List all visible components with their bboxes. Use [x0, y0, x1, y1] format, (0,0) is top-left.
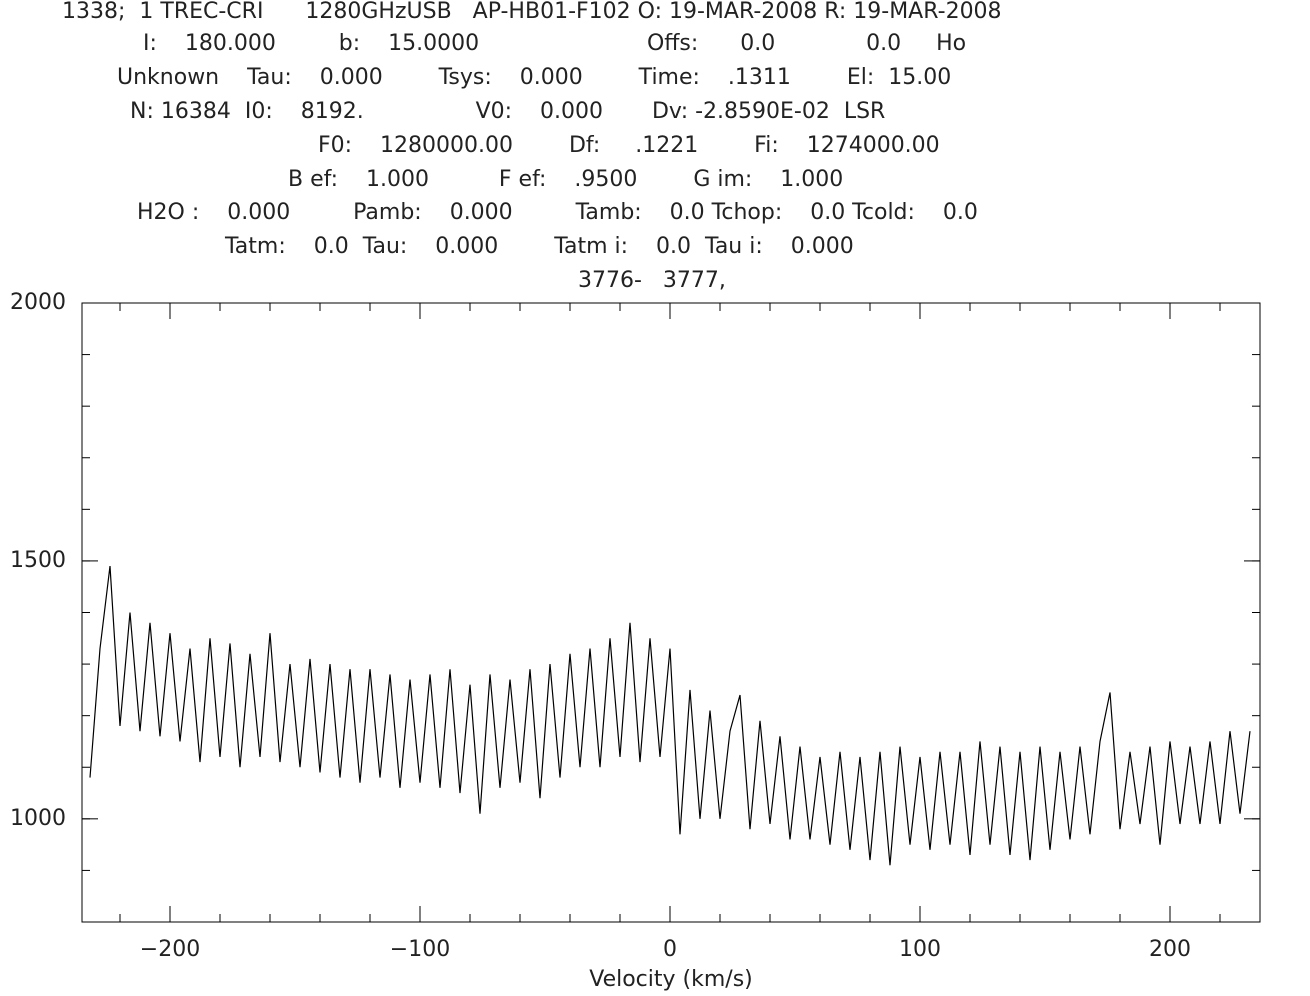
x-tick-label: −100 [390, 937, 450, 962]
header-line: 1338; 1 TREC-CRI 1280GHzUSB AP-HB01-F102… [62, 0, 1002, 24]
y-tick-label: 1000 [10, 806, 66, 831]
x-tick-label: 200 [1149, 937, 1191, 962]
header-line: 3776- 3777, [578, 268, 726, 293]
x-axis-label: Velocity (km/s) [589, 967, 753, 992]
header-line: Unknown Tau: 0.000 Tsys: 0.000 Time: .13… [117, 65, 951, 90]
header-line: B ef: 1.000 F ef: .9500 G im: 1.000 [288, 167, 843, 192]
spectrum-line [89, 566, 1251, 866]
x-tick-label: 100 [899, 937, 941, 962]
header-line: N: 16384 I0: 8192. V0: 0.000 Dv: -2.8590… [130, 99, 885, 124]
x-tick-label: 0 [663, 937, 677, 962]
x-tick-label: −200 [140, 937, 200, 962]
header-line: I: 180.000 b: 15.0000 Offs: 0.0 0.0 Ho [143, 31, 966, 56]
header-line: F0: 1280000.00 Df: .1221 Fi: 1274000.00 [318, 133, 940, 158]
header-line: H2O : 0.000 Pamb: 0.000 Tamb: 0.0 Tchop:… [137, 200, 978, 225]
y-tick-label: 1500 [10, 548, 66, 573]
plot-frame [81, 302, 1261, 923]
header-line: Tatm: 0.0 Tau: 0.000 Tatm i: 0.0 Tau i: … [224, 234, 854, 259]
y-tick-label: 2000 [10, 290, 66, 315]
